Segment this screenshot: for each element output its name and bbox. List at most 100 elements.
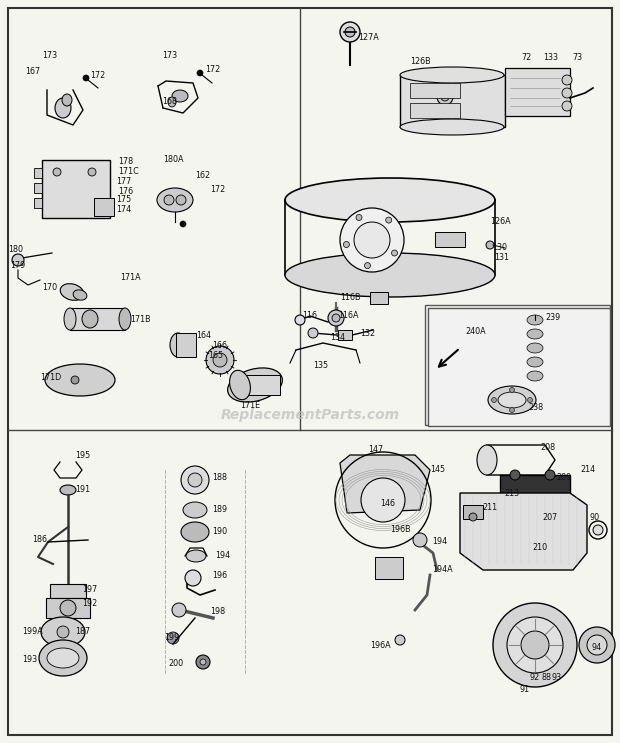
- Text: 189: 189: [212, 505, 227, 514]
- Circle shape: [587, 635, 607, 655]
- Text: 170: 170: [42, 284, 57, 293]
- Circle shape: [493, 603, 577, 687]
- Circle shape: [206, 346, 234, 374]
- Circle shape: [469, 513, 477, 521]
- Circle shape: [395, 635, 405, 645]
- Circle shape: [181, 466, 209, 494]
- Bar: [428, 308, 610, 426]
- Bar: [435, 232, 465, 247]
- Bar: [50, 584, 86, 598]
- Circle shape: [481, 343, 489, 351]
- Text: 187: 187: [75, 628, 90, 637]
- Circle shape: [83, 75, 89, 81]
- Ellipse shape: [488, 386, 536, 414]
- Circle shape: [308, 328, 318, 338]
- Text: 207: 207: [542, 513, 557, 522]
- Circle shape: [196, 655, 210, 669]
- Circle shape: [176, 195, 186, 205]
- Circle shape: [12, 254, 24, 266]
- Circle shape: [441, 93, 449, 101]
- Circle shape: [167, 632, 179, 644]
- Text: 196: 196: [212, 571, 227, 580]
- Ellipse shape: [527, 315, 543, 325]
- Text: 92: 92: [530, 673, 540, 683]
- Ellipse shape: [60, 284, 84, 300]
- Bar: [70, 308, 125, 330]
- Bar: [34, 198, 42, 208]
- Text: 126A: 126A: [490, 218, 511, 227]
- Bar: [94, 198, 114, 216]
- Bar: [338, 330, 352, 340]
- Circle shape: [60, 600, 76, 616]
- Circle shape: [486, 241, 494, 249]
- Text: 200: 200: [168, 660, 183, 669]
- Circle shape: [562, 88, 572, 98]
- Circle shape: [185, 570, 201, 586]
- Text: 173: 173: [162, 51, 177, 59]
- Text: 126B: 126B: [410, 57, 431, 67]
- Text: 194: 194: [432, 537, 447, 547]
- Circle shape: [328, 310, 344, 326]
- Text: 172: 172: [210, 186, 225, 195]
- Bar: [425, 305, 610, 425]
- Ellipse shape: [73, 290, 87, 300]
- Circle shape: [57, 626, 69, 638]
- Text: 171E: 171E: [240, 400, 260, 409]
- Text: 209: 209: [556, 473, 571, 482]
- Text: 211: 211: [482, 504, 497, 513]
- Circle shape: [492, 398, 497, 403]
- Text: 145: 145: [430, 466, 445, 475]
- Bar: [463, 505, 483, 519]
- Ellipse shape: [400, 67, 504, 83]
- Text: 194: 194: [215, 551, 230, 560]
- Ellipse shape: [60, 485, 76, 495]
- Text: 214: 214: [580, 466, 595, 475]
- Bar: [165, 470, 245, 675]
- Circle shape: [88, 168, 96, 176]
- Ellipse shape: [62, 94, 72, 106]
- Circle shape: [562, 101, 572, 111]
- Circle shape: [468, 346, 476, 354]
- Circle shape: [53, 168, 61, 176]
- Ellipse shape: [47, 648, 79, 668]
- Text: 73: 73: [572, 53, 582, 62]
- Text: 116B: 116B: [340, 293, 360, 302]
- Text: 208: 208: [540, 444, 555, 452]
- Text: 147: 147: [368, 446, 383, 455]
- Text: 93: 93: [552, 673, 562, 683]
- Text: 134: 134: [330, 334, 345, 343]
- Text: 192: 192: [82, 600, 97, 609]
- Text: 167: 167: [25, 68, 40, 77]
- Ellipse shape: [181, 522, 209, 542]
- Text: 116: 116: [302, 311, 317, 320]
- Text: 135: 135: [313, 360, 328, 369]
- Ellipse shape: [183, 502, 207, 518]
- Text: 88: 88: [541, 673, 551, 683]
- Text: 171C: 171C: [118, 167, 139, 177]
- Circle shape: [521, 631, 549, 659]
- Circle shape: [361, 478, 405, 522]
- Text: 132: 132: [360, 329, 375, 339]
- Ellipse shape: [229, 370, 250, 400]
- Text: 131: 131: [494, 253, 509, 262]
- Circle shape: [340, 22, 360, 42]
- Text: 90: 90: [590, 513, 600, 522]
- Ellipse shape: [228, 368, 282, 402]
- Text: 177: 177: [116, 178, 131, 186]
- Text: 196B: 196B: [390, 525, 410, 534]
- Text: 240A: 240A: [465, 328, 485, 337]
- Text: 162: 162: [195, 170, 210, 180]
- Text: 195: 195: [75, 452, 91, 461]
- Ellipse shape: [64, 308, 76, 330]
- Text: 210: 210: [532, 543, 547, 553]
- Text: 91: 91: [520, 686, 530, 695]
- Ellipse shape: [157, 188, 193, 212]
- Text: 146: 146: [380, 499, 395, 507]
- Circle shape: [386, 217, 392, 223]
- Ellipse shape: [170, 333, 186, 357]
- Text: 94: 94: [592, 643, 602, 652]
- Bar: [505, 68, 570, 116]
- Text: 133: 133: [543, 53, 558, 62]
- Circle shape: [180, 221, 186, 227]
- Text: 130: 130: [492, 244, 507, 253]
